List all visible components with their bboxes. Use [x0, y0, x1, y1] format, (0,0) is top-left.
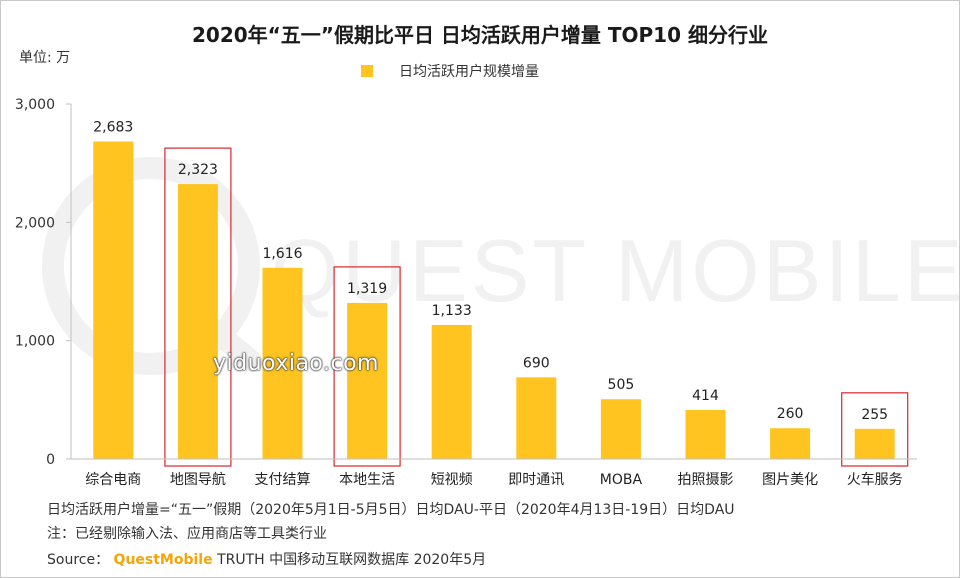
- bar: [854, 428, 895, 459]
- x-tick-label: 图片美化: [762, 472, 818, 488]
- source-prefix: Source：: [47, 552, 110, 568]
- highlight-box: [841, 392, 909, 467]
- x-tick-label: 火车服务: [847, 471, 903, 488]
- source-line: Source： QuestMobile TRUTH 中国移动互联网数据库 202…: [47, 549, 486, 569]
- bar-value-label: 1,319: [347, 281, 387, 297]
- bar: [600, 399, 641, 459]
- unit-label: 单位: 万: [19, 50, 71, 66]
- bar: [347, 302, 388, 459]
- bar: [262, 267, 303, 459]
- x-tick-label: 地图导航: [170, 472, 226, 488]
- y-tick-label: 0: [46, 452, 55, 468]
- bar: [93, 141, 134, 460]
- y-tick-label: 2,000: [15, 215, 55, 231]
- y-axis: 0 1,000 2,000 3,000: [15, 97, 72, 468]
- x-tick-label: 本地生活: [339, 472, 395, 488]
- footnote-definition: 日均活跃用户增量=“五一”假期（2020年5月1日-5月5日）日均DAU-平日（…: [47, 502, 735, 518]
- bar-value-label: 2,323: [178, 162, 218, 178]
- bar: [770, 428, 811, 459]
- legend: 日均活跃用户规模增量: [361, 61, 539, 81]
- bar-value-label: 255: [861, 407, 888, 423]
- bar-value-label: 1,133: [432, 303, 472, 319]
- chart-title: 2020年“五一”假期比平日 日均活跃用户增量 TOP10 细分行业: [192, 23, 768, 47]
- y-tick-label: 3,000: [15, 97, 55, 113]
- source-brand: QuestMobile: [113, 552, 213, 568]
- x-tick-label: 支付结算: [255, 472, 311, 488]
- x-tick-label: 拍照摄影: [678, 472, 734, 488]
- bar-value-label: 690: [523, 355, 550, 371]
- watermark-ring: [42, 157, 260, 375]
- x-tick-label: 短视频: [431, 472, 473, 488]
- x-tick-label: 综合电商: [85, 472, 141, 488]
- source-suffix: TRUTH 中国移动互联网数据库 2020年5月: [217, 552, 487, 568]
- highlight-box: [164, 147, 232, 467]
- x-tick-label: MOBA: [600, 472, 643, 488]
- bar-value-label: 414: [692, 388, 719, 404]
- bar-series: [93, 141, 895, 460]
- bar-value-label: 1,616: [262, 246, 302, 262]
- legend-label: 日均活跃用户规模增量: [399, 64, 539, 80]
- bar: [177, 184, 218, 459]
- data-labels: 2,683 2,323 1,616 1,319 1,133 690 505 414 260 255: [93, 120, 888, 423]
- highlight-box: [333, 266, 401, 467]
- bar: [431, 324, 472, 459]
- bar-value-label: 2,683: [93, 120, 133, 136]
- site-watermark: yiduoxiao.com: [213, 351, 379, 376]
- highlight-boxes: [164, 147, 909, 467]
- footnote-note: 注：已经剔除输入法、应用商店等工具类行业: [47, 526, 327, 542]
- bar-value-label: 260: [777, 406, 804, 422]
- y-tick-label: 1,000: [15, 334, 55, 350]
- bar: [685, 410, 726, 459]
- x-axis-labels: 综合电商 地图导航 支付结算 本地生活 短视频 即时通讯 MOBA 拍照摄影 图片美化 火车服务: [85, 471, 902, 488]
- bar: [516, 377, 557, 459]
- x-tick-label: 即时通讯: [508, 472, 564, 488]
- bar-value-label: 505: [608, 377, 635, 393]
- legend-swatch: [361, 65, 373, 77]
